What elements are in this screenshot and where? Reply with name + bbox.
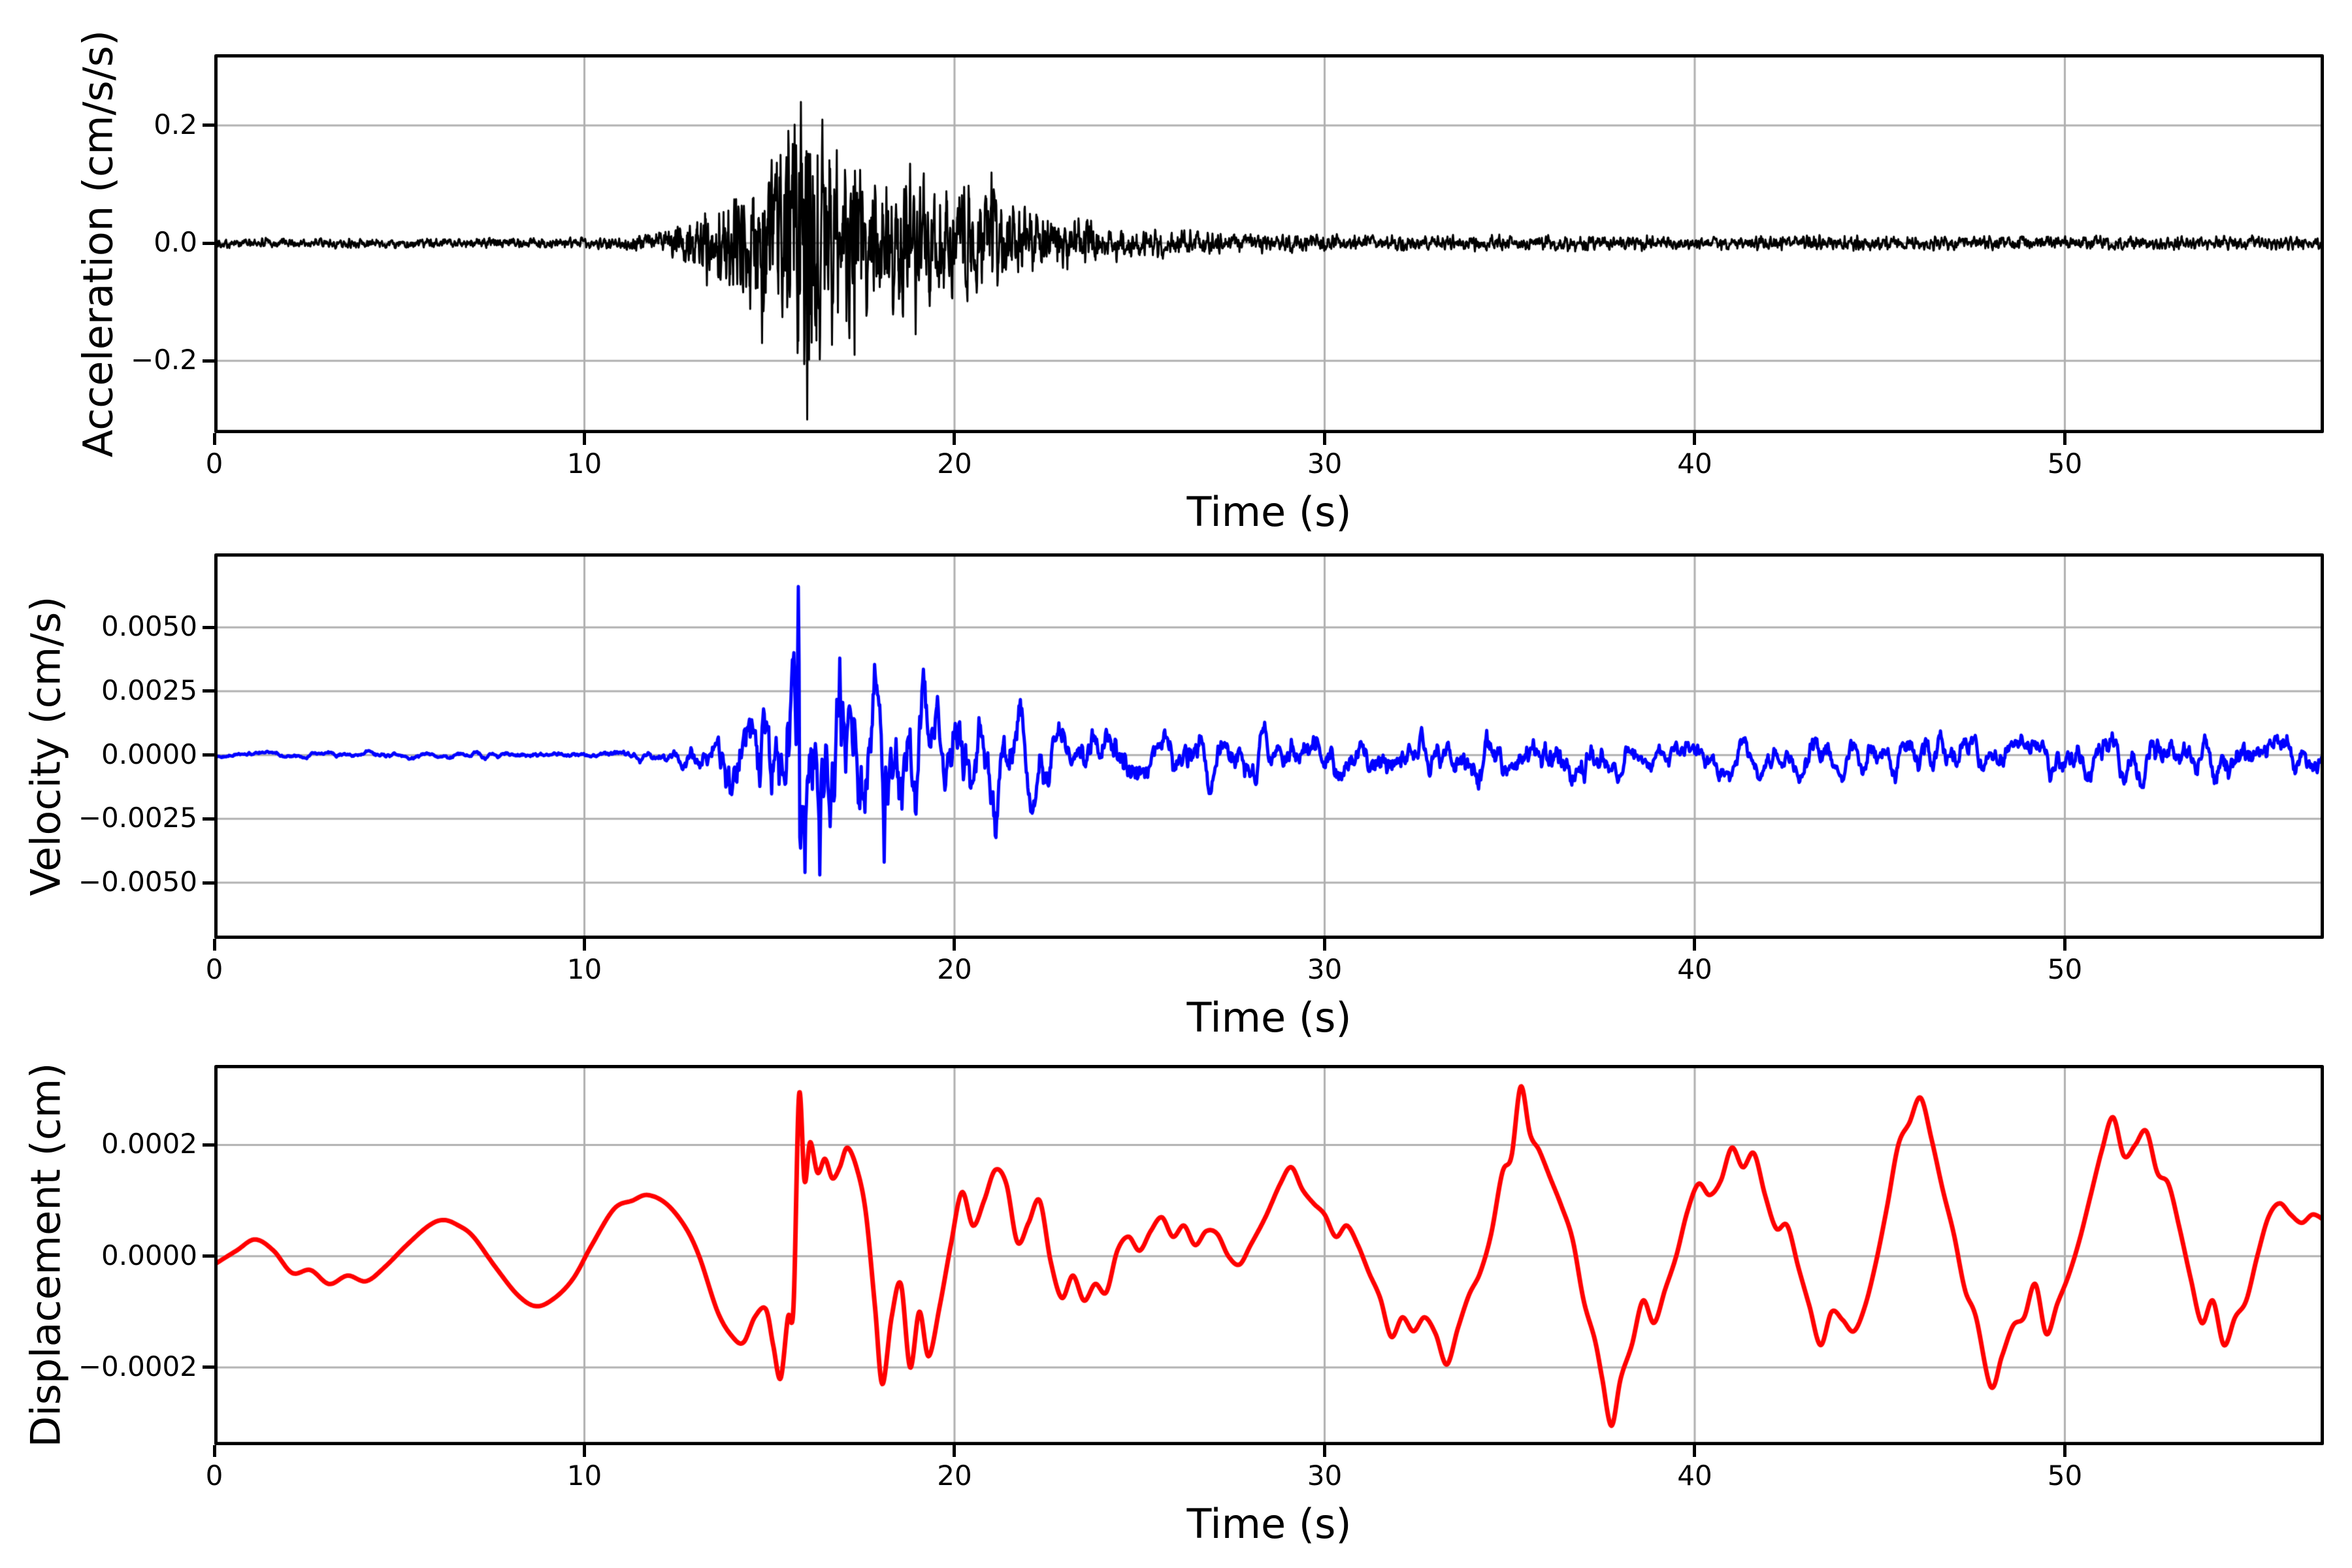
x-tick-mark	[953, 1445, 956, 1457]
x-tick-mark	[582, 433, 586, 445]
x-tick-label: 40	[1677, 1460, 1712, 1492]
x-tick-label: 50	[2047, 1460, 2083, 1492]
acceleration-trace-canvas	[214, 54, 2324, 433]
x-tick-label: 40	[1677, 448, 1712, 480]
y-tick-label: 0.0000	[101, 1239, 197, 1271]
x-tick-mark	[953, 433, 956, 445]
displacement-panel: Displacement (cm) Time (s)	[22, 1063, 2324, 1548]
y-tick-mark	[203, 123, 214, 127]
x-tick-label: 30	[1307, 1460, 1343, 1492]
y-tick-label: −0.0002	[78, 1350, 197, 1382]
x-tick-label: 10	[566, 1460, 602, 1492]
x-tick-label: 20	[937, 953, 972, 985]
velocity-panel: Velocity (cm/s) Time (s)	[22, 553, 2324, 1041]
x-tick-label: 30	[1307, 448, 1343, 480]
x-tick-mark	[1693, 939, 1697, 951]
y-tick-mark	[203, 817, 214, 821]
y-tick-label: 0.0002	[101, 1128, 197, 1160]
x-tick-label: 0	[205, 953, 223, 985]
x-tick-mark	[212, 433, 216, 445]
y-tick-label: −0.0050	[78, 865, 197, 898]
velocity-x-axis-label: Time (s)	[1186, 994, 1352, 1041]
y-tick-mark	[203, 1254, 214, 1258]
y-tick-label: −0.2	[131, 344, 197, 376]
y-tick-mark	[203, 881, 214, 885]
x-tick-label: 50	[2047, 448, 2083, 480]
y-tick-label: 0.0000	[101, 738, 197, 770]
x-tick-label: 20	[937, 448, 972, 480]
x-tick-mark	[2063, 1445, 2066, 1457]
y-tick-mark	[203, 241, 214, 245]
x-tick-mark	[2063, 939, 2066, 951]
y-tick-label: −0.0025	[78, 802, 197, 834]
velocity-trace-canvas	[214, 553, 2324, 939]
y-tick-label: 0.0050	[101, 610, 197, 643]
displacement-trace-canvas	[214, 1065, 2324, 1445]
x-tick-label: 50	[2047, 953, 2083, 985]
y-tick-label: 0.0025	[101, 674, 197, 706]
x-tick-mark	[1322, 1445, 1326, 1457]
x-tick-label: 20	[937, 1460, 972, 1492]
x-tick-label: 0	[205, 448, 223, 480]
x-tick-mark	[1322, 939, 1326, 951]
x-tick-mark	[582, 939, 586, 951]
y-tick-mark	[203, 689, 214, 693]
x-tick-mark	[1693, 1445, 1697, 1457]
x-tick-label: 10	[566, 448, 602, 480]
y-tick-mark	[203, 625, 214, 629]
acceleration-panel: Acceleration (cm/s/s) Time (s)	[74, 30, 2324, 536]
y-tick-mark	[203, 753, 214, 757]
x-tick-mark	[212, 1445, 216, 1457]
y-tick-mark	[203, 1365, 214, 1369]
y-tick-label: 0.0	[154, 226, 197, 259]
y-tick-label: 0.2	[154, 108, 197, 140]
acceleration-x-axis-label: Time (s)	[1186, 488, 1352, 536]
x-tick-label: 30	[1307, 953, 1343, 985]
x-tick-label: 10	[566, 953, 602, 985]
x-tick-label: 40	[1677, 953, 1712, 985]
displacement-x-axis-label: Time (s)	[1186, 1500, 1352, 1548]
x-tick-mark	[953, 939, 956, 951]
x-tick-label: 0	[205, 1460, 223, 1492]
y-tick-mark	[203, 359, 214, 363]
x-tick-mark	[1322, 433, 1326, 445]
y-tick-mark	[203, 1143, 214, 1147]
x-tick-mark	[212, 939, 216, 951]
x-tick-mark	[2063, 433, 2066, 445]
x-tick-mark	[1693, 433, 1697, 445]
x-tick-mark	[582, 1445, 586, 1457]
